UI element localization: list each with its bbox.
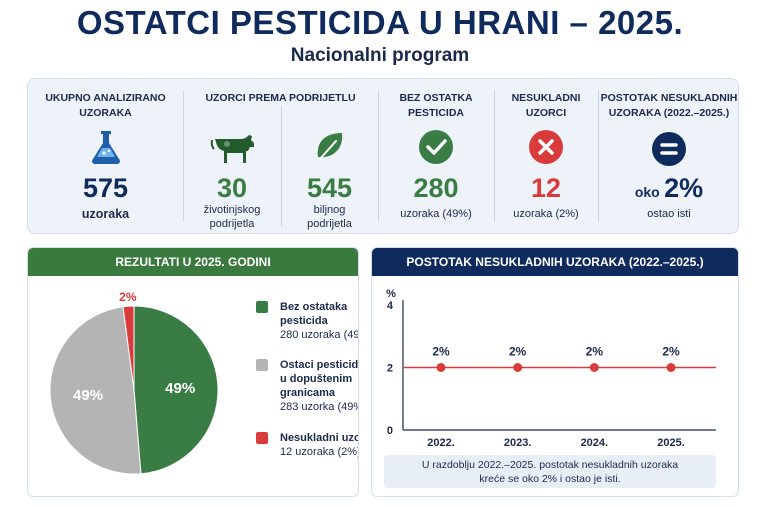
divider <box>598 91 599 221</box>
stat-no-residue-value: 280 <box>413 173 459 203</box>
pie-slice-label: 49% <box>73 387 103 404</box>
divider <box>183 91 184 221</box>
line-panel-header: POSTOTAK NESUKLADNIH UZORAKA (2022.–2025… <box>372 248 738 276</box>
series-point <box>589 363 599 372</box>
x-tick-label: 2025. <box>657 437 685 449</box>
stat-animal-label-2: podrijetla <box>209 218 255 230</box>
stat-trend-value-row: oko 2% <box>598 173 740 204</box>
stat-origin-heading: UZORCI PREMA PODRIJETLU <box>205 92 356 104</box>
legend-line: granicama <box>280 387 336 399</box>
stat-no-residue-heading-2: PESTICIDA <box>407 107 464 119</box>
stat-trend-prefix: oko <box>634 184 660 200</box>
pie-panel-header: REZULTATI U 2025. GODINI <box>28 248 358 276</box>
series-point <box>513 363 523 372</box>
legend-text: Bez ostataka pesticida 280 uzoraka (49%) <box>280 300 359 342</box>
stat-noncompliant-heading-2: UZORCI <box>525 107 567 119</box>
stat-no-residue: BEZ OSTATKA PESTICIDA 280 uzoraka (49%) <box>378 79 494 235</box>
stat-no-residue-unit: uzoraka (49%) <box>400 208 472 220</box>
x-icon <box>528 129 564 170</box>
stat-plant-label-2: podrijetla <box>307 218 352 230</box>
line-panel-note: U razdoblju 2022.–2025. postotak nesukla… <box>384 455 716 488</box>
legend-line: Nesukladni uzorci <box>280 432 359 444</box>
y-tick-label: 2 <box>387 363 393 375</box>
stat-noncompliant: NESUKLADNI UZORCI 12 uzoraka (2%) <box>494 79 598 235</box>
legend-swatch <box>256 359 268 371</box>
x-tick-label: 2024. <box>581 437 609 449</box>
check-icon <box>418 129 454 170</box>
pie-slice <box>122 305 135 391</box>
stat-no-residue-heading: BEZ OSTATKA PESTICIDA <box>378 91 494 121</box>
y-axis-label: % <box>386 288 396 300</box>
data-label: 2% <box>509 345 527 359</box>
pie-slice-label: 2% <box>119 290 137 304</box>
stat-total-heading: UKUPNO ANALIZIRANO UZORAKA <box>45 92 166 119</box>
series-point <box>436 363 446 372</box>
stat-noncompliant-unit: uzoraka (2%) <box>513 208 579 220</box>
line-chart: % 0 2 4 2022. 2% 2023. 2% 2024. 2% 2025. 2% <box>386 288 716 449</box>
stat-trend-value: 2% <box>664 173 704 203</box>
stat-animal-value: 30 <box>216 173 248 203</box>
divider <box>281 107 282 227</box>
stat-trend-heading-1: POSTOTAK NESUKLADNIH <box>600 92 738 104</box>
legend-text: Nesukladni uzorci 12 uzoraka (2%) <box>280 431 359 459</box>
pie-slice <box>49 306 142 475</box>
stat-trend-heading: POSTOTAK NESUKLADNIH UZORAKA (2022.–2025… <box>598 91 740 121</box>
x-tick-label: 2023. <box>504 437 532 449</box>
data-label: 2% <box>662 345 680 359</box>
stat-noncompliant-heading-1: NESUKLADNI <box>511 92 581 104</box>
note-line: kreće se oko 2% i ostao je isti. <box>479 473 621 485</box>
legend-swatch <box>256 432 268 444</box>
stat-total: UKUPNO ANALIZIRANO UZORAKA 575 uzoraka <box>28 79 183 235</box>
flask-icon <box>86 127 126 172</box>
stat-noncompliant-value: 12 <box>530 173 562 203</box>
data-label: 2% <box>586 345 604 359</box>
pie-slice <box>133 305 219 475</box>
stat-total-unit: uzoraka <box>81 207 130 221</box>
stat-animal-label-1: životinjskog <box>203 204 261 216</box>
stats-panel: UKUPNO ANALIZIRANO UZORAKA 575 uzoraka U… <box>27 78 739 234</box>
pie-panel: REZULTATI U 2025. GODINI 49% 49% 2% Bez os… <box>27 247 359 497</box>
stat-trend-unit: ostao isti <box>647 208 691 220</box>
stat-origin: UZORCI PREMA PODRIJETLU 30 životinjskog … <box>183 79 378 235</box>
page-title: OSTATCI PESTICIDA U HRANI – 2025. <box>76 4 684 41</box>
stat-no-residue-heading-1: BEZ OSTATKA <box>399 92 473 104</box>
series-point <box>666 363 676 372</box>
y-tick-label: 4 <box>387 300 394 312</box>
data-label: 2% <box>432 345 450 359</box>
page-subtitle: Nacionalni program <box>290 45 470 66</box>
divider <box>494 91 495 221</box>
note-line: U razdoblju 2022.–2025. postotak nesukla… <box>421 459 679 471</box>
legend-line: pesticida <box>280 315 328 327</box>
stat-animal-label: životinjskog podrijetla <box>183 203 281 231</box>
x-tick-label: 2022. <box>427 437 455 449</box>
divider <box>378 91 379 221</box>
cow-icon <box>209 131 257 170</box>
legend-line: Ostaci pesticida <box>280 359 359 371</box>
pie-chart: 49% 49% 2% <box>49 290 219 475</box>
legend-swatch <box>256 301 268 313</box>
legend-line: u dopuštenim <box>280 373 353 385</box>
legend-detail: 283 uzorka (49%) <box>280 401 359 413</box>
stat-trend-heading-2: UZORAKA (2022.–2025.) <box>608 107 730 119</box>
y-tick-label: 0 <box>387 425 393 437</box>
legend-detail: 280 uzoraka (49%) <box>280 329 359 341</box>
stat-plant-label-1: biljnog <box>313 204 346 216</box>
stat-plant-label: biljnog podrijetla <box>281 203 378 231</box>
leaf-icon <box>312 129 348 170</box>
stat-total-value: 575 <box>82 173 129 203</box>
equals-icon <box>651 131 687 172</box>
pie-slice-label: 49% <box>165 380 195 397</box>
stat-noncompliant-heading: NESUKLADNI UZORCI <box>494 91 598 121</box>
stat-trend: POSTOTAK NESUKLADNIH UZORAKA (2022.–2025… <box>598 79 740 235</box>
legend-text: Ostaci pesticida u dopuštenim granicama … <box>280 358 359 414</box>
legend-detail: 12 uzoraka (2%) <box>280 446 359 458</box>
legend-line: Bez ostataka <box>280 301 348 313</box>
stat-plant-value: 545 <box>306 173 353 203</box>
